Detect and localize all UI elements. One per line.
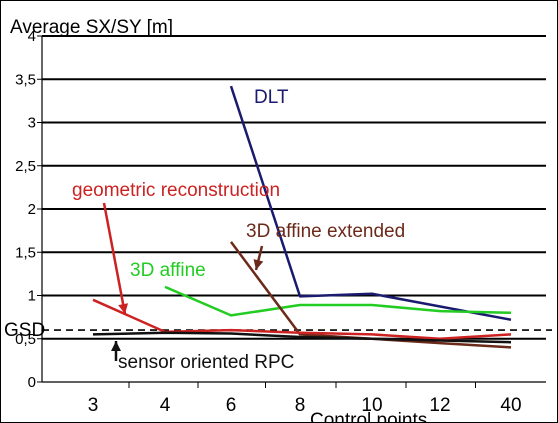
annotation-arrowhead: [118, 303, 129, 314]
series-line: [92, 331, 512, 344]
y-tick-label: 4: [28, 28, 36, 45]
annotation-arrowhead: [253, 259, 264, 270]
x-axis-title: Control points: [310, 410, 427, 423]
y-axis-title: Average SX/SY [m]: [10, 17, 173, 38]
gsd-label: GSD: [4, 320, 45, 341]
x-tick-label: 8: [295, 395, 306, 416]
y-tick-label: 2,5: [15, 158, 36, 175]
x-tick-label: 4: [160, 395, 171, 416]
series-line: [164, 285, 512, 317]
y-tick-label: 0,5: [15, 331, 36, 348]
x-tick-label: 10: [361, 395, 382, 416]
y-tick-label: 0: [28, 374, 36, 391]
series-label: DLT: [254, 87, 289, 108]
y-tick-label: 1: [28, 288, 36, 305]
x-tick-label: 3: [88, 395, 99, 416]
x-tick-label: 6: [226, 395, 237, 416]
x-tick-label: 40: [500, 395, 521, 416]
annotation-arrow: [102, 202, 127, 315]
x-tick-label: 12: [429, 395, 450, 416]
series-line: [229, 85, 512, 321]
series-label: sensor oriented RPC: [118, 352, 294, 373]
series-label: 3D affine extended: [246, 221, 405, 242]
annotation-arrowhead: [111, 341, 121, 351]
y-tick-label: 1,5: [15, 244, 36, 261]
y-tick-label: 3,5: [15, 71, 36, 88]
series-label: geometric reconstruction: [72, 180, 280, 201]
y-tick-label: 2: [28, 201, 36, 218]
series-label: 3D affine: [130, 260, 206, 281]
y-tick-label: 3: [28, 115, 36, 132]
